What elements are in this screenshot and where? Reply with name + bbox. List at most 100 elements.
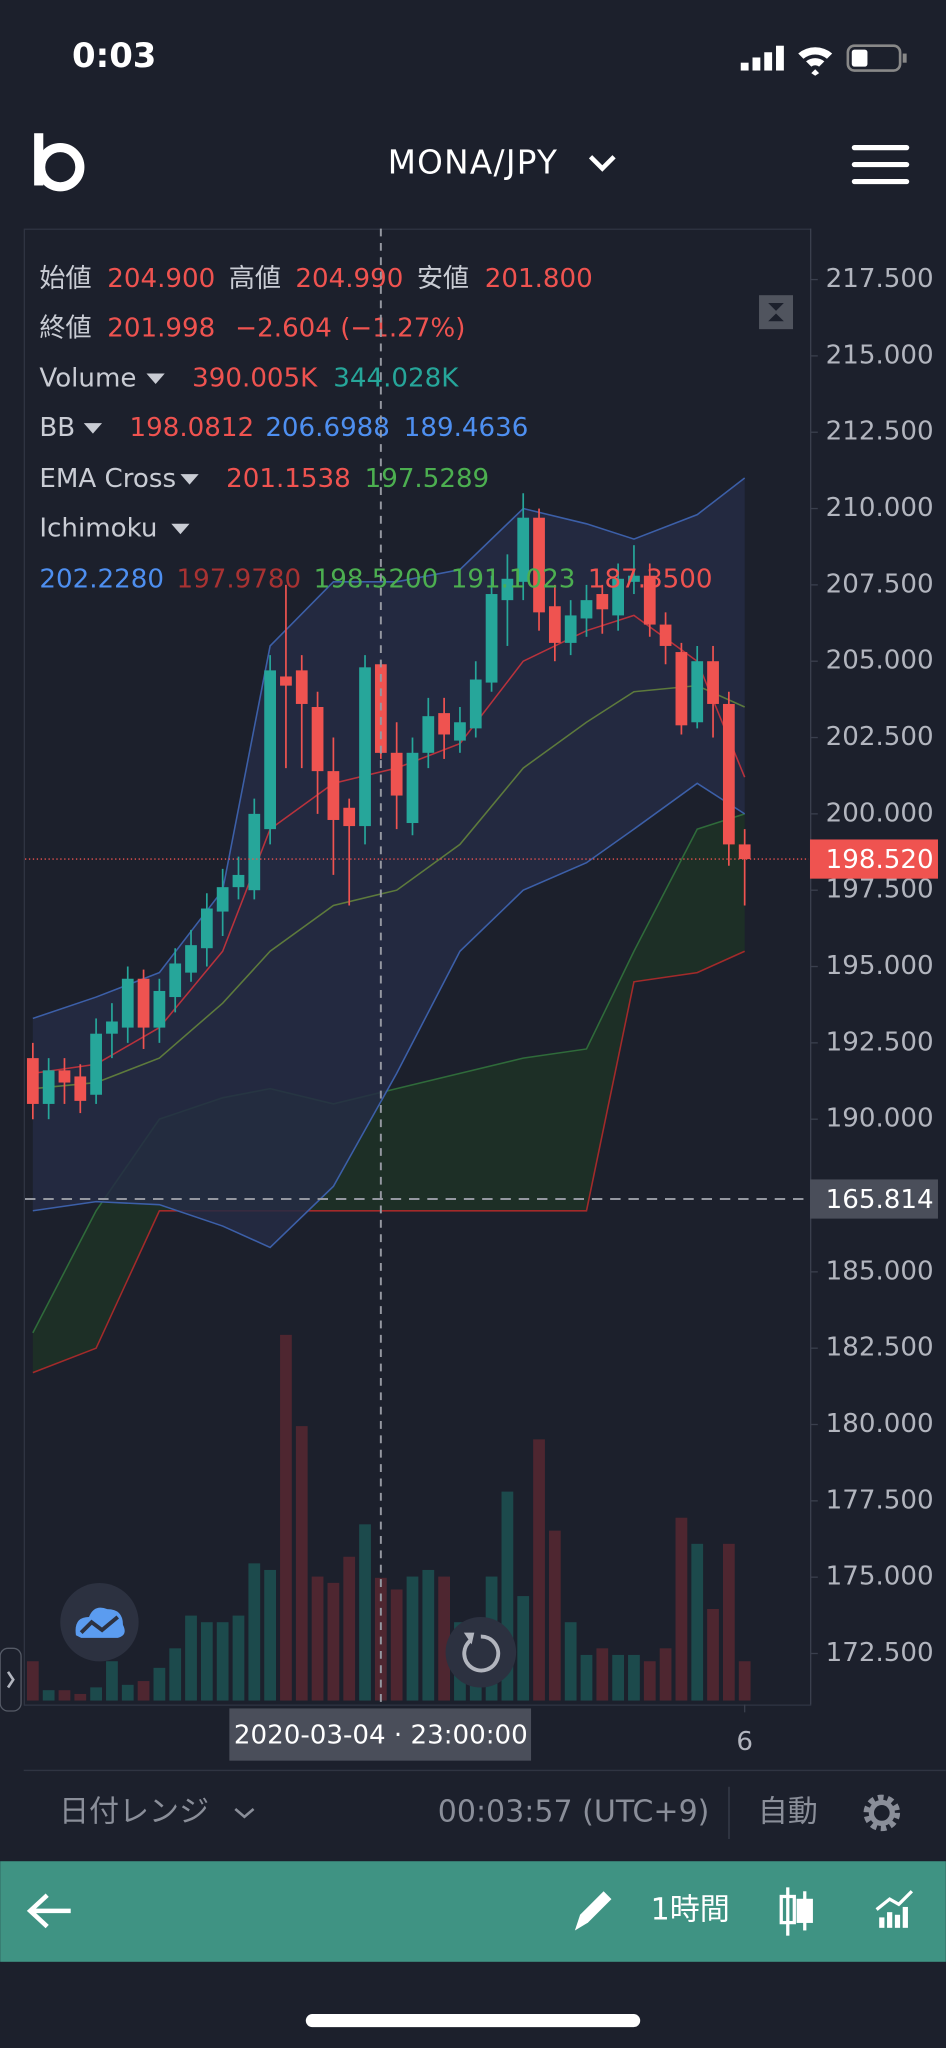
indicators-button[interactable] — [875, 1890, 914, 1928]
menu-button[interactable] — [851, 144, 910, 185]
candle-body — [153, 990, 166, 1028]
indicator-name[interactable]: Volume — [39, 363, 136, 393]
home-indicator — [305, 2014, 641, 2028]
settings-button[interactable] — [863, 1794, 901, 1832]
volume-bar — [58, 1690, 71, 1701]
indicator-value: 198.0812 — [129, 413, 254, 443]
indicator-name[interactable]: BB — [39, 413, 75, 443]
candle-body — [390, 752, 403, 796]
volume-bar — [533, 1439, 545, 1701]
candle-body — [121, 978, 134, 1028]
candle-body — [533, 517, 545, 613]
candle-body — [454, 722, 466, 741]
signal-bar — [776, 45, 784, 71]
signal-bar — [764, 52, 773, 71]
candle-body — [722, 703, 735, 845]
y-tick-label: 172.500 — [826, 1638, 934, 1668]
candle-body — [406, 752, 419, 824]
icon-bar — [902, 1906, 908, 1928]
icon-bar — [879, 1917, 885, 1928]
menu-line — [851, 178, 910, 185]
legend-label: 終値 — [39, 314, 91, 344]
volume-bar — [596, 1648, 609, 1701]
candle-body — [248, 813, 261, 891]
indicator-caret[interactable] — [146, 373, 165, 384]
candle-body — [675, 652, 688, 726]
y-tick-label: 175.000 — [826, 1562, 934, 1592]
volume-bar — [26, 1661, 39, 1701]
status-icons — [740, 44, 907, 76]
button-bg — [445, 1616, 517, 1688]
y-tick-label: 217.500 — [826, 264, 934, 294]
logo[interactable] — [34, 133, 85, 192]
indicator-value: 198.5200 — [314, 564, 439, 594]
volume-bar — [216, 1622, 229, 1701]
y-tick-label: 200.000 — [826, 798, 934, 828]
indicator-caret[interactable] — [171, 523, 190, 535]
back-arrow — [26, 1893, 71, 1929]
candle-body — [564, 615, 577, 643]
reset-button[interactable] — [445, 1616, 517, 1688]
button-bg — [759, 295, 793, 330]
last-price-label: 198.520 — [826, 845, 934, 875]
volume-bar — [137, 1681, 150, 1701]
indicator-value: 202.2280 — [39, 564, 164, 594]
plot-area — [25, 477, 809, 1701]
indicator-value: 206.6988 — [265, 413, 390, 443]
pair-title: MONA/JPY — [388, 144, 559, 182]
y-tick-label: 210.000 — [826, 493, 934, 523]
volume-bar — [90, 1687, 102, 1701]
indicator-name[interactable]: Ichimoku — [39, 513, 157, 543]
volume-bar — [390, 1589, 403, 1701]
volume-bar — [422, 1569, 435, 1701]
indicator-caret[interactable] — [180, 474, 199, 485]
candle-body — [90, 1033, 102, 1095]
collapse-legend-button[interactable] — [759, 295, 793, 330]
side-panel-handle[interactable] — [0, 1647, 22, 1712]
candle-body — [106, 1021, 118, 1034]
crosshair-price: 165.814 — [826, 1185, 934, 1215]
menu-line — [851, 144, 910, 151]
volume-bar — [438, 1576, 450, 1701]
candle-body — [643, 575, 656, 625]
status-time: 0:03 — [72, 36, 156, 76]
volume-bar — [643, 1661, 656, 1701]
dropdown-chevron — [588, 155, 616, 172]
indicator-name[interactable]: EMA Cross — [39, 464, 176, 494]
indicator-caret[interactable] — [83, 423, 103, 434]
date-range-selector[interactable]: 日付レンジ — [59, 1794, 255, 1829]
candle-body — [517, 517, 530, 582]
volume-bar — [722, 1543, 735, 1701]
draw-tool-button[interactable] — [574, 1891, 612, 1931]
battery-tip — [902, 53, 907, 63]
bb-upper — [32, 477, 746, 1020]
candle-body — [311, 707, 324, 772]
candle-body — [501, 578, 514, 601]
chart-type-button[interactable] — [779, 1887, 813, 1936]
volume-bar — [612, 1654, 625, 1701]
candle-body — [327, 771, 340, 820]
volume-bar — [675, 1517, 688, 1701]
legend-value: 204.900 — [107, 264, 215, 294]
dropdown-chevron — [234, 1807, 255, 1819]
legend-value: 201.800 — [485, 264, 593, 294]
candle-body — [280, 676, 292, 686]
last-price-tag — [809, 839, 938, 879]
y-tick-label: 202.500 — [826, 722, 934, 752]
icon-candle — [796, 1898, 813, 1923]
candle-body — [264, 670, 276, 830]
pair-selector[interactable]: MONA/JPY — [388, 144, 616, 182]
back-button[interactable] — [26, 1893, 71, 1929]
candle-body — [58, 1070, 71, 1083]
candle-body — [359, 667, 371, 827]
icon-candle — [779, 1894, 796, 1925]
candle-body — [137, 978, 150, 1028]
scale-mode[interactable]: 自動 — [758, 1794, 818, 1829]
candle-body — [216, 887, 229, 912]
indicator-cloud-button[interactable] — [60, 1583, 139, 1662]
volume-bar — [738, 1661, 751, 1701]
interval[interactable]: 1時間 — [651, 1892, 730, 1927]
y-tick-label: 195.000 — [826, 951, 934, 981]
volume-bar — [580, 1654, 593, 1701]
gear — [868, 1799, 895, 1826]
